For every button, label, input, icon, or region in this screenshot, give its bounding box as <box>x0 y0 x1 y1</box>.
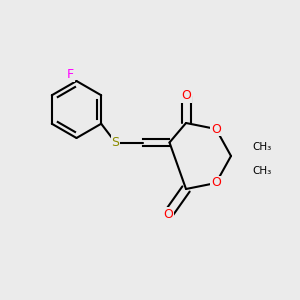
Text: O: O <box>211 176 221 190</box>
Text: O: O <box>211 122 221 136</box>
Text: CH₃: CH₃ <box>252 142 271 152</box>
Text: S: S <box>112 136 119 149</box>
Text: F: F <box>67 68 74 82</box>
Text: O: O <box>163 208 173 221</box>
Text: O: O <box>181 89 191 103</box>
Text: CH₃: CH₃ <box>252 166 271 176</box>
